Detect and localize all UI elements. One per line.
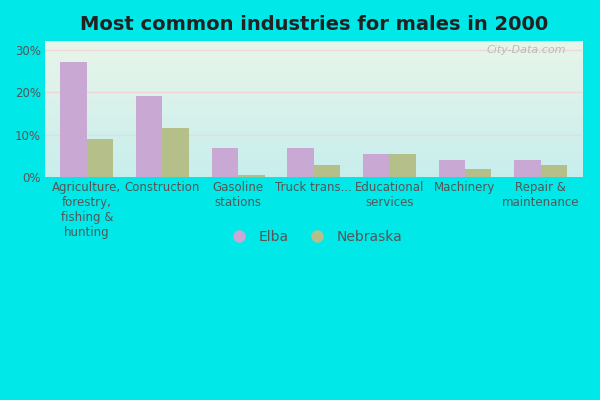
Bar	[60, 62, 87, 177]
Bar	[238, 175, 265, 177]
Bar	[212, 148, 238, 177]
Bar	[541, 164, 567, 177]
Bar	[514, 160, 541, 177]
Bar	[465, 169, 491, 177]
Legend: Elba, Nebraska: Elba, Nebraska	[220, 224, 407, 249]
Bar	[439, 160, 465, 177]
Bar	[314, 164, 340, 177]
Bar	[136, 96, 163, 177]
Bar	[87, 139, 113, 177]
Bar	[287, 148, 314, 177]
Bar	[363, 154, 389, 177]
Bar	[163, 128, 189, 177]
Text: City-Data.com: City-Data.com	[487, 45, 566, 55]
Bar	[389, 154, 416, 177]
Title: Most common industries for males in 2000: Most common industries for males in 2000	[80, 15, 548, 34]
